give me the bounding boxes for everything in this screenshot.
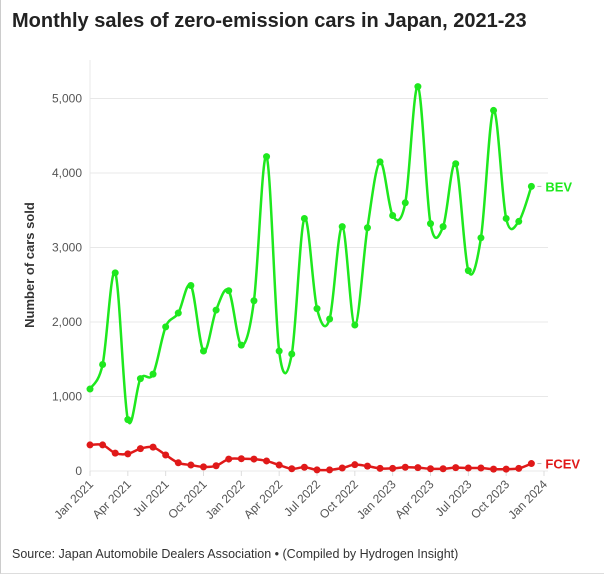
- bev-point: [212, 306, 220, 314]
- fcev-point: [86, 441, 94, 449]
- bev-point: [275, 347, 283, 355]
- fcev-point: [477, 464, 485, 472]
- fcev-point: [527, 460, 535, 468]
- bev-point: [313, 305, 321, 313]
- fcev-point: [250, 455, 258, 463]
- x-tick-label: Apr 2023: [392, 477, 437, 522]
- fcev-point: [452, 464, 460, 472]
- fcev-point: [389, 464, 397, 472]
- fcev-point: [338, 464, 346, 472]
- bev-point: [490, 106, 498, 114]
- bev-point: [502, 214, 510, 222]
- fcev-point: [124, 450, 132, 458]
- y-axis-label: Number of cars sold: [22, 202, 37, 328]
- bev-point: [477, 234, 485, 242]
- bev-point: [86, 385, 94, 393]
- fcev-point: [490, 465, 498, 473]
- bev-point: [376, 158, 384, 166]
- bev-point: [439, 223, 447, 231]
- x-tick-label: Oct 2022: [317, 477, 362, 522]
- bev-point: [527, 182, 535, 190]
- fcev-point: [351, 461, 359, 469]
- fcev-point: [263, 457, 271, 465]
- bev-point: [111, 269, 119, 277]
- fcev-point: [99, 441, 107, 449]
- x-tick-label: Oct 2023: [468, 477, 513, 522]
- fcev-point: [326, 466, 334, 474]
- bev-point: [389, 211, 397, 219]
- y-tick-label: 0: [75, 464, 82, 478]
- x-tick-label: Jan 2023: [354, 477, 399, 522]
- fcev-point: [200, 463, 207, 471]
- fcev-point: [376, 464, 384, 472]
- fcev-point: [401, 463, 409, 471]
- bev-point: [401, 199, 409, 207]
- x-tick-label: Jan 2021: [51, 477, 96, 522]
- y-tick-label: 2,000: [52, 315, 82, 329]
- bev-point: [464, 267, 472, 275]
- bev-point: [351, 321, 359, 329]
- bev-point: [237, 341, 245, 349]
- fcev-point: [464, 464, 472, 472]
- bev-series-label: BEV: [545, 179, 572, 194]
- fcev-point: [136, 445, 144, 453]
- bev-point: [300, 214, 308, 222]
- fcev-point: [111, 449, 119, 457]
- bev-point: [149, 370, 157, 378]
- bev-point: [288, 350, 296, 358]
- bev-point: [515, 217, 523, 225]
- bev-point: [427, 220, 434, 228]
- fcev-point: [288, 465, 296, 473]
- bev-point: [225, 287, 233, 295]
- x-tick-label: Jan 2024: [505, 477, 550, 522]
- bev-point: [363, 224, 371, 232]
- bev-point: [250, 297, 258, 305]
- fcev-point: [149, 443, 157, 451]
- y-tick-label: 4,000: [52, 166, 82, 180]
- fcev-point: [162, 451, 170, 459]
- y-tick-label: 1,000: [52, 390, 82, 404]
- fcev-point: [174, 459, 182, 467]
- fcev-series-label: FCEV: [545, 457, 580, 472]
- fcev-point: [363, 462, 371, 470]
- fcev-point: [187, 461, 195, 469]
- fcev-point: [439, 465, 447, 473]
- fcev-point: [427, 465, 434, 473]
- source-note: Source: Japan Automobile Dealers Associa…: [12, 547, 459, 561]
- fcev-point: [502, 465, 510, 473]
- bev-point: [162, 323, 170, 331]
- bev-point: [326, 315, 334, 323]
- bev-point: [124, 416, 132, 424]
- fcev-point: [225, 455, 233, 463]
- fcev-point: [515, 464, 523, 472]
- fcev-point: [212, 462, 220, 470]
- fcev-point: [414, 464, 422, 472]
- bev-point: [187, 281, 195, 289]
- bev-point: [263, 153, 271, 161]
- x-tick-label: Oct 2021: [165, 477, 210, 522]
- fcev-point: [275, 461, 283, 469]
- bev-point: [452, 160, 460, 168]
- fcev-point: [313, 466, 321, 474]
- y-tick-label: 3,000: [52, 241, 82, 255]
- bev-point: [414, 83, 422, 91]
- fcev-point: [237, 455, 245, 463]
- bev-point: [200, 347, 207, 355]
- bev-point: [136, 375, 144, 383]
- y-tick-label: 5,000: [52, 92, 82, 106]
- x-tick-label: Jan 2022: [203, 477, 248, 522]
- x-tick-label: Apr 2021: [90, 477, 135, 522]
- bev-point: [338, 223, 346, 231]
- fcev-point: [300, 463, 308, 471]
- x-tick-label: Apr 2022: [241, 477, 286, 522]
- bev-point: [99, 360, 107, 368]
- chart-title: Monthly sales of zero-emission cars in J…: [12, 10, 527, 32]
- bev-point: [174, 309, 182, 317]
